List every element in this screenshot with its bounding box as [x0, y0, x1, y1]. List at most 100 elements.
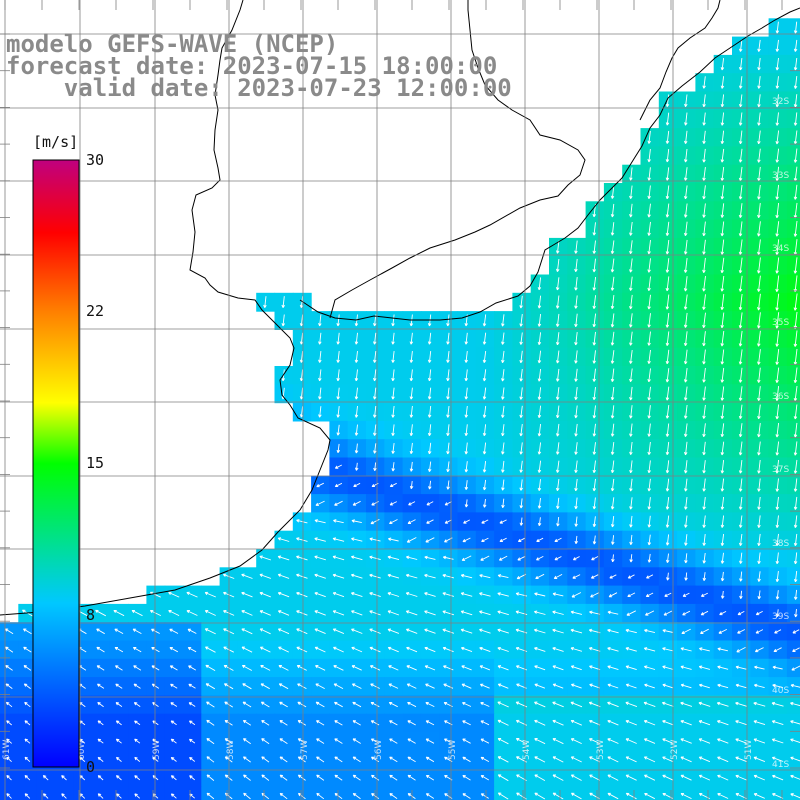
wind-cell — [786, 347, 800, 367]
wind-arrow — [683, 460, 688, 474]
wind-arrow — [793, 220, 798, 237]
wind-arrow — [519, 350, 523, 364]
wind-arrow — [316, 774, 325, 781]
wind-arrow — [794, 609, 798, 618]
wind-arrow — [775, 349, 780, 365]
wind-arrow — [370, 701, 380, 708]
wind-arrow — [771, 720, 784, 726]
wind-arrow — [753, 683, 765, 689]
wind-arrow — [464, 369, 468, 382]
wind-arrow — [554, 537, 562, 543]
wind-arrow — [793, 148, 798, 163]
wind-arrow — [372, 369, 377, 382]
wind-arrow — [757, 166, 761, 182]
wind-arrow — [757, 330, 761, 347]
wind-arrow — [774, 629, 782, 634]
wind-arrow — [463, 519, 471, 524]
wind-arrow — [277, 628, 290, 635]
wind-arrow — [702, 386, 706, 401]
wind-arrow — [370, 720, 380, 726]
wind-arrow — [793, 130, 798, 145]
wind-arrow — [461, 683, 472, 689]
wind-arrow — [537, 277, 542, 291]
wind-arrow — [665, 276, 670, 292]
wind-arrow — [149, 609, 161, 617]
wind-arrow — [316, 756, 325, 763]
wind-arrow — [387, 628, 400, 634]
wind-arrow — [501, 479, 505, 491]
wind-arrow — [425, 537, 435, 543]
wind-arrow — [462, 720, 471, 726]
wind-arrow — [683, 221, 688, 237]
wind-arrow — [610, 386, 615, 401]
wind-arrow — [735, 683, 747, 689]
wind-arrow — [97, 720, 104, 726]
wind-arrow — [424, 628, 436, 634]
wind-arrow — [534, 738, 546, 745]
wind-arrow — [371, 501, 379, 506]
wind-arrow — [592, 276, 597, 291]
wind-arrow — [552, 646, 564, 652]
wind-arrow — [479, 646, 491, 653]
latitude-label: 38S — [772, 539, 789, 549]
wind-arrow — [738, 349, 743, 365]
wind-arrow — [738, 58, 743, 71]
wind-cell — [750, 786, 770, 800]
wind-arrow — [316, 738, 325, 744]
wind-arrow — [684, 572, 688, 581]
longitude-labels: 61W 60W 59W 58W 57W 56W 55W 54W 53W 52W 51W — [2, 740, 754, 760]
wind-arrow — [793, 441, 798, 456]
wind-arrow — [793, 112, 798, 126]
wind-arrow — [243, 774, 251, 781]
wind-arrow — [205, 664, 216, 671]
wind-arrow — [334, 482, 343, 488]
wind-cell — [347, 786, 367, 800]
wind-arrow — [243, 756, 251, 763]
wind-arrow — [501, 387, 505, 400]
wind-arrow — [115, 756, 122, 762]
wind-arrow — [5, 665, 13, 671]
wind-arrow — [574, 313, 578, 328]
wind-cell — [786, 549, 800, 568]
wind-arrow — [332, 628, 345, 635]
wind-arrow — [625, 701, 638, 708]
wind-arrow — [589, 665, 601, 671]
wind-arrow — [625, 665, 637, 671]
title-model: modelo GEFS-WAVE (NCEP) — [6, 30, 339, 58]
wind-arrow — [793, 39, 798, 52]
wind-arrow — [793, 515, 798, 528]
wind-arrow — [188, 665, 197, 671]
wind-arrow — [446, 332, 450, 345]
wind-arrow — [592, 478, 597, 492]
wind-cell — [237, 786, 257, 800]
wind-arrow — [351, 537, 363, 542]
wind-arrow — [369, 537, 381, 542]
wind-arrow — [720, 571, 725, 582]
wind-arrow — [243, 792, 251, 800]
wind-arrow — [570, 701, 583, 708]
wind-arrow — [369, 628, 381, 634]
wind-arrow — [552, 719, 564, 726]
wind-arrow — [369, 592, 381, 598]
wind-arrow — [738, 76, 743, 89]
wind-arrow — [427, 332, 432, 345]
wind-arrow — [793, 367, 798, 384]
wind-arrow — [189, 775, 195, 781]
wind-arrow — [407, 720, 416, 726]
wind-arrow — [480, 720, 490, 726]
wind-arrow — [702, 497, 706, 510]
wind-arrow — [297, 683, 307, 689]
wind-arrow — [629, 478, 633, 492]
wind-arrow — [574, 535, 578, 545]
wind-arrow — [409, 461, 414, 472]
wind-arrow — [610, 478, 615, 492]
wind-arrow — [318, 387, 322, 400]
wind-arrow — [610, 295, 615, 310]
wind-arrow — [354, 332, 359, 345]
wind-arrow — [133, 702, 141, 707]
wind-arrow — [680, 738, 692, 744]
wind-arrow — [574, 332, 578, 346]
wind-arrow — [629, 221, 633, 236]
wind-arrow — [775, 76, 780, 89]
wind-arrow — [241, 591, 253, 598]
